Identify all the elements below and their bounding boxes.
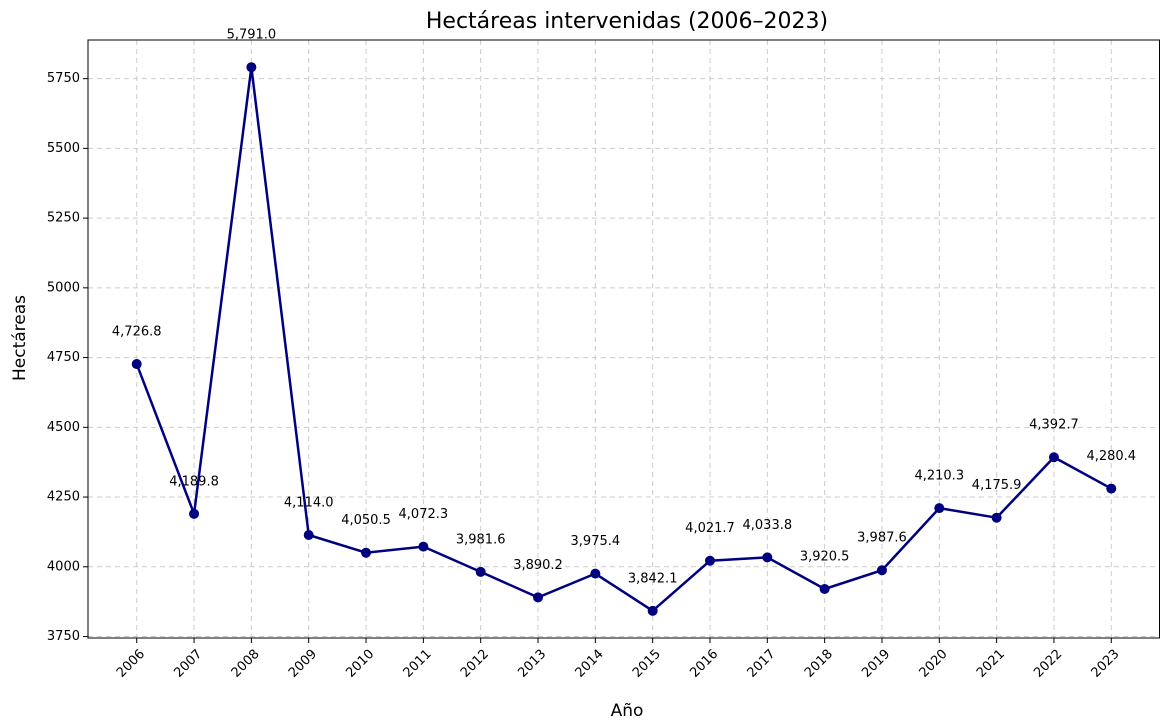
data-label: 3,981.6 [456, 532, 506, 547]
data-label: 3,890.2 [513, 558, 563, 573]
data-point [704, 555, 715, 566]
data-point [762, 552, 773, 563]
y-tick-label: 4000 [47, 559, 80, 574]
data-point [1106, 483, 1117, 494]
x-tick-label: 2022 [1031, 647, 1065, 681]
data-label: 4,189.8 [169, 474, 219, 489]
data-point [934, 503, 945, 514]
data-point [647, 605, 658, 616]
data-point [819, 583, 830, 594]
y-tick-label: 4250 [47, 490, 80, 505]
x-tick-label: 2021 [974, 647, 1008, 681]
data-label: 4,072.3 [399, 507, 449, 522]
data-point [590, 568, 601, 579]
data-point [246, 62, 257, 73]
x-tick-label: 2015 [630, 647, 664, 681]
x-axis-label: Año [611, 701, 644, 721]
data-label: 3,920.5 [800, 549, 850, 564]
data-label: 4,033.8 [743, 518, 793, 533]
data-label: 4,726.8 [112, 325, 162, 340]
data-point [533, 592, 544, 603]
y-tick-label: 4500 [47, 420, 80, 435]
x-tick-label: 2019 [859, 647, 893, 681]
data-label: 4,175.9 [972, 478, 1022, 493]
x-tick-label: 2013 [515, 647, 549, 681]
x-tick-label: 2008 [229, 647, 263, 681]
x-tick-label: 2023 [1089, 647, 1123, 681]
y-tick-label: 5250 [47, 211, 80, 226]
data-point [131, 359, 142, 370]
y-tick-label: 3750 [47, 629, 80, 644]
y-tick-label: 4750 [47, 350, 80, 365]
data-label: 3,987.6 [857, 531, 907, 546]
x-tick-label: 2010 [343, 647, 377, 681]
data-point [189, 508, 200, 519]
data-point [876, 565, 887, 576]
x-tick-label: 2012 [458, 647, 492, 681]
x-tick-label: 2006 [114, 647, 148, 681]
data-line [135, 67, 1112, 613]
data-label: 4,392.7 [1029, 418, 1079, 433]
x-tick-label: 2014 [573, 647, 607, 681]
data-point [1048, 452, 1059, 463]
x-tick-label: 2017 [745, 647, 779, 681]
y-tick-label: 5750 [47, 71, 80, 86]
x-tick-label: 2016 [687, 647, 721, 681]
data-label: 4,280.4 [1086, 449, 1136, 464]
y-axis-label: Hectáreas [10, 295, 30, 381]
data-label: 3,842.1 [628, 571, 678, 586]
data-label: 4,114.0 [284, 495, 334, 510]
y-tick-label: 5500 [47, 141, 80, 156]
x-tick-label: 2009 [286, 647, 320, 681]
data-label: 5,791.0 [227, 28, 277, 43]
data-point [991, 512, 1002, 523]
y-tick-label: 5000 [47, 280, 80, 295]
x-tick-label: 2018 [802, 647, 836, 681]
x-tick-label: 2020 [917, 647, 951, 681]
chart-title: Hectáreas intervenidas (2006–2023) [426, 9, 828, 34]
x-tick-label: 2011 [401, 647, 435, 681]
data-label: 4,210.3 [914, 469, 964, 484]
x-tick-label: 2007 [171, 647, 205, 681]
data-label: 3,975.4 [571, 534, 621, 549]
plot-frame [87, 39, 1160, 639]
data-point [475, 566, 486, 577]
data-label: 4,021.7 [685, 521, 735, 536]
data-point [418, 541, 429, 552]
data-point [361, 547, 372, 558]
data-point [303, 529, 314, 540]
data-label: 4,050.5 [341, 513, 391, 528]
